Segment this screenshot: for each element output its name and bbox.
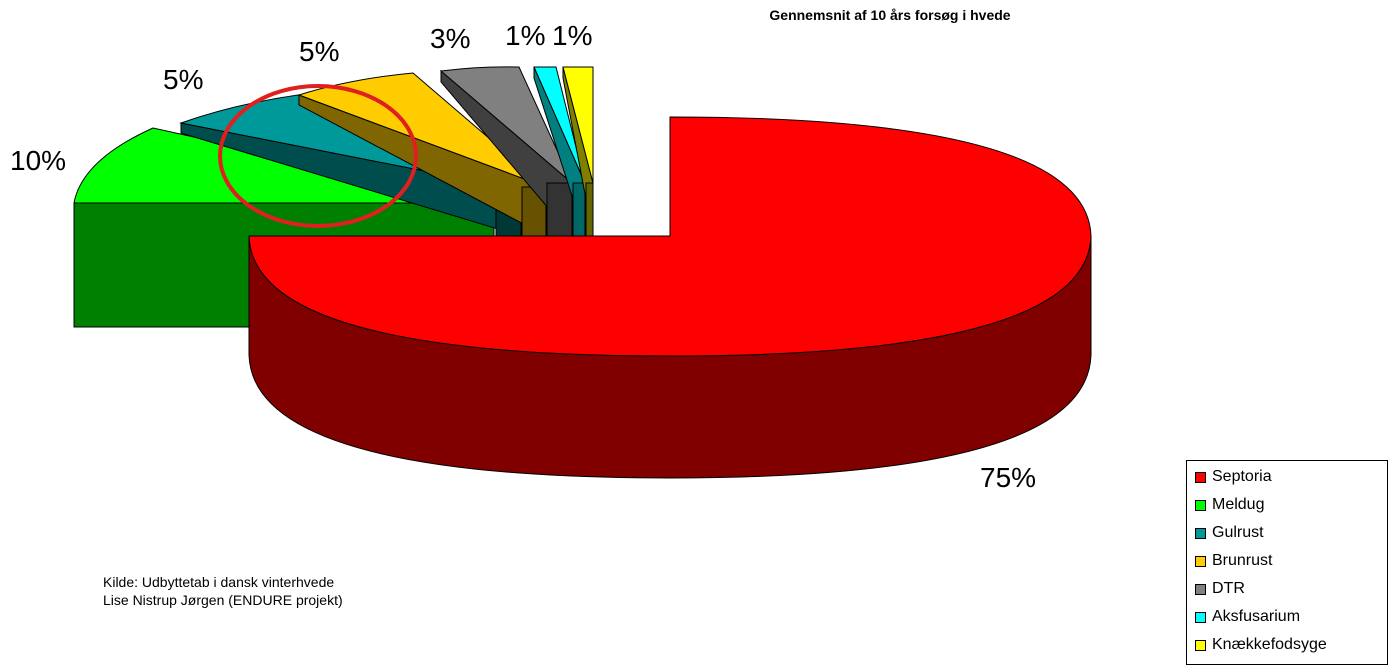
legend-swatch-knaekkefodsyge: [1195, 639, 1206, 651]
slice-dtr-front: [546, 182, 573, 237]
legend-label-knaekkefodsyge: Knækkefodsyge: [1212, 636, 1327, 653]
slice-knaekkefodsyge-top: [562, 66, 594, 184]
source-line-2: Lise Nistrup Jørgen (ENDURE projekt): [103, 592, 343, 608]
label-meldug: 10%: [10, 145, 66, 176]
label-aksfusarium: 1%: [505, 20, 545, 51]
legend-item-brunrust: Brunrust: [1195, 550, 1272, 572]
legend-item-aksfusarium: Aksfusarium: [1195, 606, 1300, 628]
legend-item-septoria: Septoria: [1195, 466, 1272, 488]
slice-aksfusarium-front: [572, 182, 586, 237]
legend-label-dtr: DTR: [1212, 580, 1245, 597]
legend-swatch-brunrust: [1195, 555, 1206, 567]
legend-label-meldug: Meldug: [1212, 496, 1265, 513]
legend-label-brunrust: Brunrust: [1212, 552, 1273, 569]
source-note: Kilde: Udbyttetab i dansk vinterhvede Li…: [103, 573, 343, 609]
highlight-ellipse: [218, 84, 418, 228]
slice-aksfusarium-top: [533, 66, 586, 184]
label-septoria: 75%: [980, 462, 1036, 493]
slice-septoria-top: [248, 116, 1092, 357]
legend-swatch-septoria: [1195, 471, 1206, 483]
slice-knaekkefodsyge-front: [585, 182, 594, 237]
legend-item-meldug: Meldug: [1195, 494, 1264, 516]
source-line-1: Kilde: Udbyttetab i dansk vinterhvede: [103, 574, 335, 590]
legend-swatch-dtr: [1195, 583, 1206, 595]
legend-label-aksfusarium: Aksfusarium: [1212, 608, 1301, 625]
legend-item-dtr: DTR: [1195, 578, 1245, 600]
slice-brunrust-top: [297, 72, 547, 188]
legend-label-septoria: Septoria: [1212, 468, 1272, 485]
legend: Septoria Meldug Gulrust Brunrust DTR Aks…: [1186, 460, 1388, 665]
label-knaekkefodsyge: 1%: [552, 20, 592, 51]
label-brunrust: 5%: [299, 36, 339, 67]
label-dtr: 3%: [430, 23, 470, 54]
chart-title: Gennemsnit af 10 års forsøg i hvede: [769, 7, 1010, 23]
slice-dtr-top: [439, 66, 573, 184]
label-gulrust: 5%: [163, 64, 203, 95]
legend-label-gulrust: Gulrust: [1212, 524, 1264, 541]
legend-item-gulrust: Gulrust: [1195, 522, 1264, 544]
legend-swatch-gulrust: [1195, 527, 1206, 539]
legend-swatch-meldug: [1195, 499, 1206, 511]
legend-swatch-aksfusarium: [1195, 611, 1206, 623]
legend-item-knaekkefodsyge: Knækkefodsyge: [1195, 634, 1327, 656]
